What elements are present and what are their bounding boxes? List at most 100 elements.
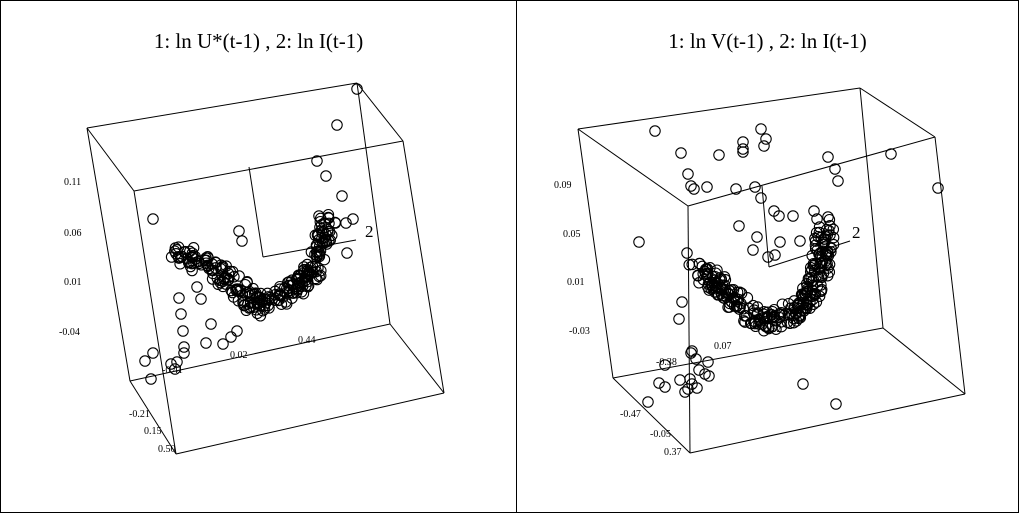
data-point [323, 217, 335, 230]
data-point [233, 225, 245, 237]
box-edge [934, 136, 966, 395]
data-point [266, 293, 278, 305]
data-point [241, 276, 253, 288]
data-point [729, 291, 741, 304]
box-edge [356, 82, 391, 325]
axis1-tick-label: 0.15 [144, 426, 162, 437]
data-point [713, 149, 725, 161]
data-point [673, 313, 685, 325]
box-edge [133, 140, 404, 192]
data-point [818, 233, 830, 245]
data-point [659, 359, 671, 371]
data-point [331, 119, 343, 131]
data-point [230, 283, 242, 296]
data-point [226, 286, 239, 299]
vertical-tick-label: -0.03 [569, 326, 590, 337]
data-point [206, 258, 218, 270]
box-edge [687, 136, 936, 207]
data-point [773, 210, 785, 222]
data-point [811, 280, 824, 292]
data-point [693, 364, 705, 376]
data-point [681, 247, 693, 259]
data-point [755, 192, 767, 204]
data-point [310, 241, 323, 253]
box-edge [687, 205, 691, 454]
scatter3d-plot: 2 0.09 0.05 0.01 -0.03 -0.47 -0.05 0.37 … [554, 87, 966, 458]
box-edge [129, 380, 177, 455]
data-point [240, 304, 253, 317]
vertical-tick-label: 0.06 [64, 228, 82, 239]
data-point [320, 170, 332, 182]
data-point [200, 337, 212, 349]
axis2-tick-label: 0.07 [714, 341, 732, 352]
inner-axes [761, 185, 851, 268]
data-point [737, 143, 749, 155]
data-point [145, 373, 157, 385]
data-point [749, 181, 761, 193]
box-edge [402, 140, 445, 394]
data-point [815, 270, 828, 282]
data-point [191, 281, 203, 293]
data-point [702, 281, 714, 293]
data-point [701, 181, 713, 193]
data-point [722, 301, 734, 313]
data-point [813, 221, 826, 233]
data-point [178, 347, 190, 359]
data-point [830, 398, 842, 410]
data-point [275, 298, 288, 310]
data-point [302, 268, 314, 280]
scatter3d-plot: 2 0.11 0.06 0.01 -0.04 -0.21 0.15 0.50 -… [59, 82, 445, 455]
data-point [676, 296, 688, 308]
data-point [659, 381, 671, 393]
axis1-tick-label: -0.21 [129, 409, 150, 420]
data-point [272, 294, 285, 307]
data-point [817, 236, 830, 249]
data-point [822, 151, 834, 163]
data-point [730, 183, 742, 195]
data-point [347, 213, 359, 225]
data-point [318, 253, 331, 266]
data-point [800, 298, 813, 310]
data-point [775, 316, 788, 328]
chart-panel-right: 1: ln V(t-1) , 2: ln I(t-1) 2 0.09 0.05 … [516, 0, 1019, 513]
data-point [794, 310, 806, 322]
axis-number-label: 2 [852, 223, 861, 242]
data-point [205, 318, 217, 330]
data-point [322, 211, 335, 224]
axis1-tick-label: -0.47 [620, 409, 641, 420]
data-point [248, 297, 261, 310]
data-point [691, 382, 703, 394]
data-point [215, 263, 227, 275]
data-point [207, 264, 219, 277]
data-point [747, 244, 759, 256]
data-point [214, 274, 226, 287]
data-point [737, 303, 750, 315]
data-point [258, 303, 271, 315]
chart-title: 1: ln V(t-1) , 2: ln I(t-1) [668, 29, 867, 53]
data-point [147, 347, 159, 359]
box-edge [86, 127, 135, 192]
chart-panel-left: 1: ln U*(t-1) , 2: ln I(t-1) 2 0.11 0.06… [0, 0, 517, 513]
data-point [709, 270, 721, 283]
box-edge [175, 392, 445, 455]
box-edge [577, 128, 689, 207]
data-point [215, 259, 227, 271]
vertical-tick-label: 0.05 [563, 229, 581, 240]
data-point [814, 247, 826, 260]
data-point [793, 297, 805, 309]
data-point [309, 260, 321, 273]
data-point [725, 284, 738, 296]
data-point [703, 370, 715, 382]
data-point [932, 182, 944, 194]
box-edge [882, 327, 966, 395]
data-point [679, 386, 691, 398]
box-edge [859, 87, 936, 138]
box-edge [689, 393, 966, 454]
data-point [705, 278, 718, 291]
data-point [189, 253, 202, 265]
data-point [675, 147, 687, 159]
data-point [822, 211, 834, 223]
box-edge [86, 127, 131, 382]
data-point [221, 272, 234, 284]
vertical-tick-label: 0.01 [64, 277, 82, 288]
